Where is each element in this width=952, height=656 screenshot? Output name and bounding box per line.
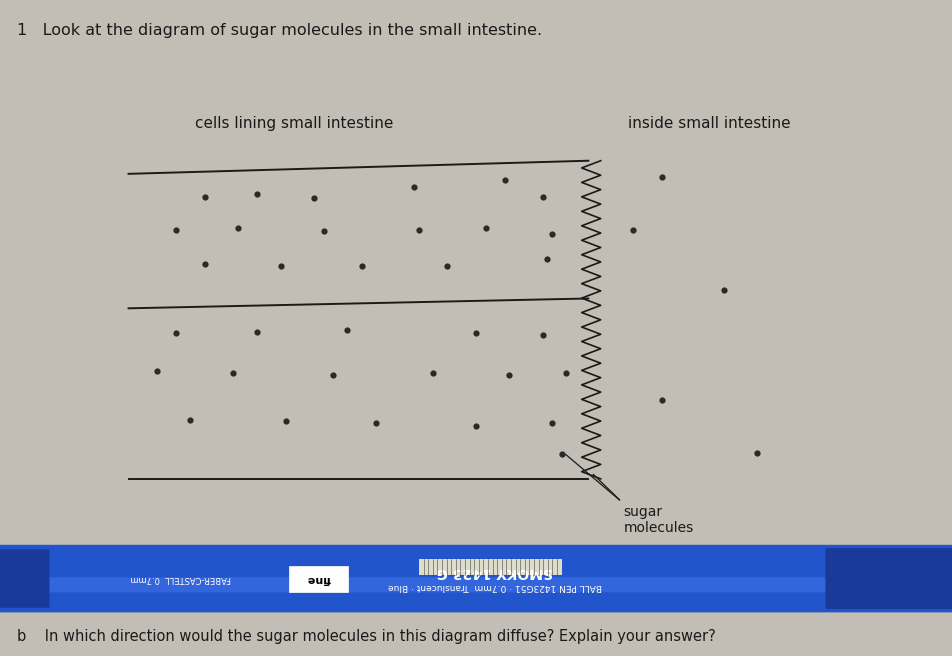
Text: BALL PEN 1423G51 · 0.7mm  Translucent · Blue: BALL PEN 1423G51 · 0.7mm Translucent · B… xyxy=(388,582,602,591)
FancyBboxPatch shape xyxy=(289,566,348,592)
Text: fine: fine xyxy=(307,574,331,584)
FancyBboxPatch shape xyxy=(46,577,859,592)
Text: b    In which direction would the sugar molecules in this diagram diffuse? Expla: b In which direction would the sugar mol… xyxy=(17,629,716,644)
FancyBboxPatch shape xyxy=(0,550,50,607)
FancyBboxPatch shape xyxy=(0,544,952,613)
Text: cells lining small intestine: cells lining small intestine xyxy=(195,116,393,131)
Text: FABER-CASTELL  0.7mm: FABER-CASTELL 0.7mm xyxy=(130,574,231,583)
Text: 1   Look at the diagram of sugar molecules in the small intestine.: 1 Look at the diagram of sugar molecules… xyxy=(17,23,543,38)
FancyBboxPatch shape xyxy=(825,548,952,609)
FancyBboxPatch shape xyxy=(419,559,562,575)
Text: SMOKY 1423 G: SMOKY 1423 G xyxy=(437,565,553,579)
Text: inside small intestine: inside small intestine xyxy=(628,116,791,131)
Text: sugar
molecules: sugar molecules xyxy=(624,505,694,535)
